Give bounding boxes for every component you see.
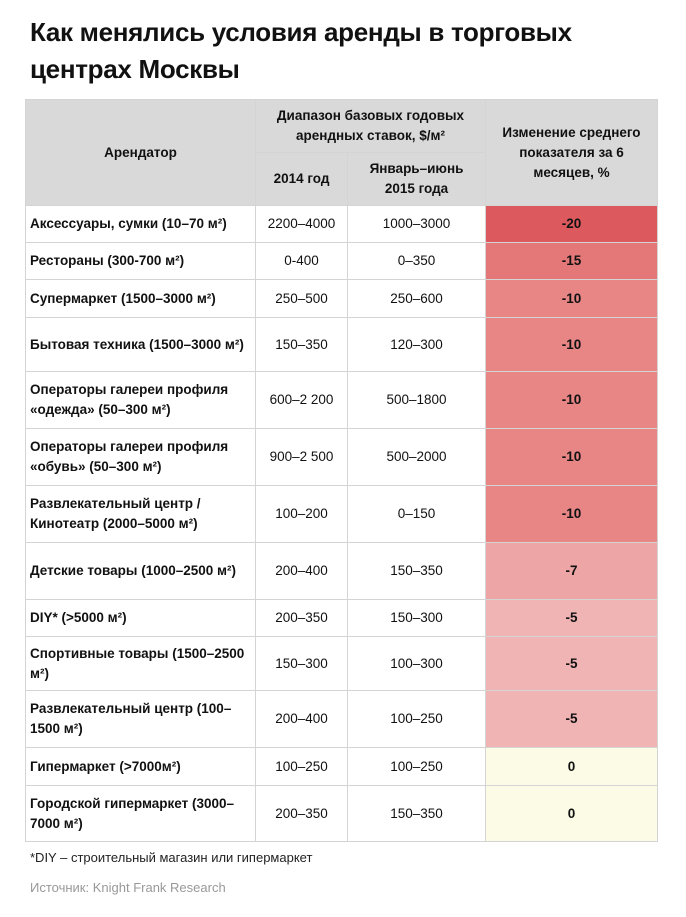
table-row: DIY* (>5000 м²) 200–350 150–300 -5 [25, 599, 658, 637]
tenant-cell: Супермаркет (1500–3000 м²) [25, 279, 256, 318]
rate-2014-cell: 2200–4000 [255, 205, 348, 243]
footnote: *DIY – строительный магазин или гипермар… [30, 850, 313, 865]
source-note: Источник: Knight Frank Research [30, 880, 226, 895]
header-tenant: Арендатор [25, 99, 256, 206]
change-cell: -5 [485, 636, 658, 691]
rate-2015-cell: 0–350 [347, 242, 486, 280]
table-row: Операторы галереи профиля «одежда» (50–3… [25, 371, 658, 429]
tenant-cell: DIY* (>5000 м²) [25, 599, 256, 637]
rate-2015-cell: 120–300 [347, 317, 486, 372]
rate-2015-cell: 150–300 [347, 599, 486, 637]
table-row: Бытовая техника (1500–3000 м²) 150–350 120… [25, 317, 658, 372]
table-row: Супермаркет (1500–3000 м²) 250–500 250–600… [25, 279, 658, 318]
rate-2015-cell: 150–350 [347, 542, 486, 600]
rate-2014-cell: 600–2 200 [255, 371, 348, 429]
tenant-cell: Городской гипермаркет (3000–7000 м²) [25, 785, 256, 842]
tenant-cell: Аксессуары, сумки (10–70 м²) [25, 205, 256, 243]
rate-2015-cell: 150–350 [347, 785, 486, 842]
tenant-cell: Развлекательный центр / Кинотеатр (2000–… [25, 485, 256, 543]
rate-2015-cell: 250–600 [347, 279, 486, 318]
rate-2014-cell: 900–2 500 [255, 428, 348, 486]
change-cell: -5 [485, 690, 658, 748]
header-change: Изменение среднего показателя за 6 месяц… [485, 99, 658, 206]
tenant-cell: Операторы галереи профиля «одежда» (50–3… [25, 371, 256, 429]
rate-2015-cell: 0–150 [347, 485, 486, 543]
change-cell: -15 [485, 242, 658, 280]
rent-table: Арендатор Диапазон базовых годовых аренд… [25, 99, 658, 842]
change-cell: -10 [485, 485, 658, 543]
change-cell: -10 [485, 428, 658, 486]
change-cell: -20 [485, 205, 658, 243]
rate-2015-cell: 1000–3000 [347, 205, 486, 243]
rate-2014-cell: 200–350 [255, 785, 348, 842]
rate-2014-cell: 200–350 [255, 599, 348, 637]
rate-2014-cell: 200–400 [255, 542, 348, 600]
table-row: Гипермаркет (>7000м²) 100–250 100–250 0 [25, 747, 658, 786]
rate-2014-cell: 150–350 [255, 317, 348, 372]
table-row: Рестораны (300-700 м²) 0-400 0–350 -15 [25, 242, 658, 280]
tenant-cell: Рестораны (300-700 м²) [25, 242, 256, 280]
change-cell: -10 [485, 317, 658, 372]
tenant-cell: Развлекательный центр (100–1500 м²) [25, 690, 256, 748]
rate-2015-cell: 500–1800 [347, 371, 486, 429]
table-row: Спортивные товары (1500–2500 м²) 150–300 1… [25, 636, 658, 691]
tenant-cell: Операторы галереи профиля «обувь» (50–30… [25, 428, 256, 486]
page-title: Как менялись условия аренды в торговых ц… [30, 17, 572, 84]
rate-2015-cell: 100–300 [347, 636, 486, 691]
header-2015: Январь–июнь 2015 года [347, 152, 486, 206]
rate-2014-cell: 100–250 [255, 747, 348, 786]
tenant-cell: Детские товары (1000–2500 м²) [25, 542, 256, 600]
change-cell: 0 [485, 747, 658, 786]
rate-2014-cell: 150–300 [255, 636, 348, 691]
table-row: Аксессуары, сумки (10–70 м²) 2200–4000 100… [25, 205, 658, 243]
change-cell: -5 [485, 599, 658, 637]
rate-2014-cell: 250–500 [255, 279, 348, 318]
table-row: Развлекательный центр / Кинотеатр (2000–… [25, 485, 658, 543]
rate-2015-cell: 100–250 [347, 690, 486, 748]
rate-2014-cell: 200–400 [255, 690, 348, 748]
change-cell: -10 [485, 371, 658, 429]
tenant-cell: Спортивные товары (1500–2500 м²) [25, 636, 256, 691]
rate-2014-cell: 100–200 [255, 485, 348, 543]
rate-2015-cell: 500–2000 [347, 428, 486, 486]
table-row: Детские товары (1000–2500 м²) 200–400 150–… [25, 542, 658, 600]
change-cell: 0 [485, 785, 658, 842]
rate-2014-cell: 0-400 [255, 242, 348, 280]
change-cell: -10 [485, 279, 658, 318]
header-2014: 2014 год [255, 152, 348, 206]
change-cell: -7 [485, 542, 658, 600]
table-row: Городской гипермаркет (3000–7000 м²) 200–… [25, 785, 658, 842]
table-row: Операторы галереи профиля «обувь» (50–30… [25, 428, 658, 486]
header-rate-range: Диапазон базовых годовых арендных ставок… [255, 99, 486, 153]
table-row: Развлекательный центр (100–1500 м²) 200–4… [25, 690, 658, 748]
rate-2015-cell: 100–250 [347, 747, 486, 786]
tenant-cell: Бытовая техника (1500–3000 м²) [25, 317, 256, 372]
tenant-cell: Гипермаркет (>7000м²) [25, 747, 256, 786]
